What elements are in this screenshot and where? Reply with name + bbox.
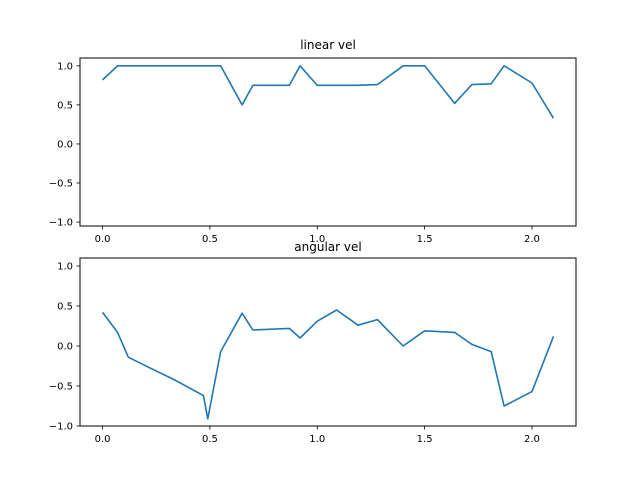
angular-vel-series-line [101, 309, 555, 420]
linear-vel-x-tick-label: 0.5 [202, 234, 218, 245]
linear-vel-axes-frame [79, 57, 577, 227]
angular-vel-ticks: 0.0 0.5 1.0 1.5 2.0 1.0 0.5 0.0 −0.5 −1.0 [49, 262, 540, 446]
linear-vel-subplot: linear vel 0.0 0.5 1.0 1.5 2.0 1.0 0.5 0.0 −0.5 −… [49, 38, 577, 245]
linear-vel-title: linear vel [300, 38, 356, 52]
angular-vel-x-tick-label: 0.0 [95, 434, 111, 445]
linear-vel-x-tick-label: 2.0 [524, 234, 540, 245]
linear-vel-y-tick-label: 0.0 [57, 139, 73, 150]
angular-vel-title: angular vel [294, 240, 361, 254]
angular-vel-axes-frame [79, 257, 577, 427]
linear-vel-x-tick-label: 1.0 [309, 234, 325, 245]
angular-vel-y-tick-label: 0.0 [57, 342, 73, 353]
angular-vel-x-tick-label: 0.5 [202, 434, 218, 445]
linear-vel-y-tick-label: −1.0 [49, 218, 73, 229]
linear-vel-x-tick-label: 0.0 [95, 234, 111, 245]
angular-vel-x-tick-label: 1.0 [309, 434, 325, 445]
linear-vel-series [102, 65, 555, 119]
linear-vel-y-tick-label: 0.5 [57, 100, 73, 111]
linear-vel-ticks: 0.0 0.5 1.0 1.5 2.0 1.0 0.5 0.0 −0.5 −1.0 [49, 61, 540, 245]
angular-vel-subplot: 0.0 0.5 1.0 1.5 2.0 1.0 0.5 0.0 −0.5 −1.0 angular… [49, 240, 577, 446]
angular-vel-y-tick-label: −1.0 [49, 422, 73, 433]
linear-vel-x-tick-label: 1.5 [417, 234, 433, 245]
angular-vel-y-tick-label: 1.0 [57, 262, 73, 273]
angular-vel-series [101, 309, 555, 420]
angular-vel-y-tick-label: 0.5 [57, 302, 73, 313]
linear-vel-y-tick-label: 1.0 [57, 61, 73, 72]
angular-vel-y-tick-label: −0.5 [49, 382, 73, 393]
linear-vel-y-tick-label: −0.5 [49, 179, 73, 190]
linear-vel-series-line [102, 65, 555, 119]
angular-vel-x-tick-label: 1.5 [417, 434, 433, 445]
angular-vel-x-tick-label: 2.0 [524, 434, 540, 445]
